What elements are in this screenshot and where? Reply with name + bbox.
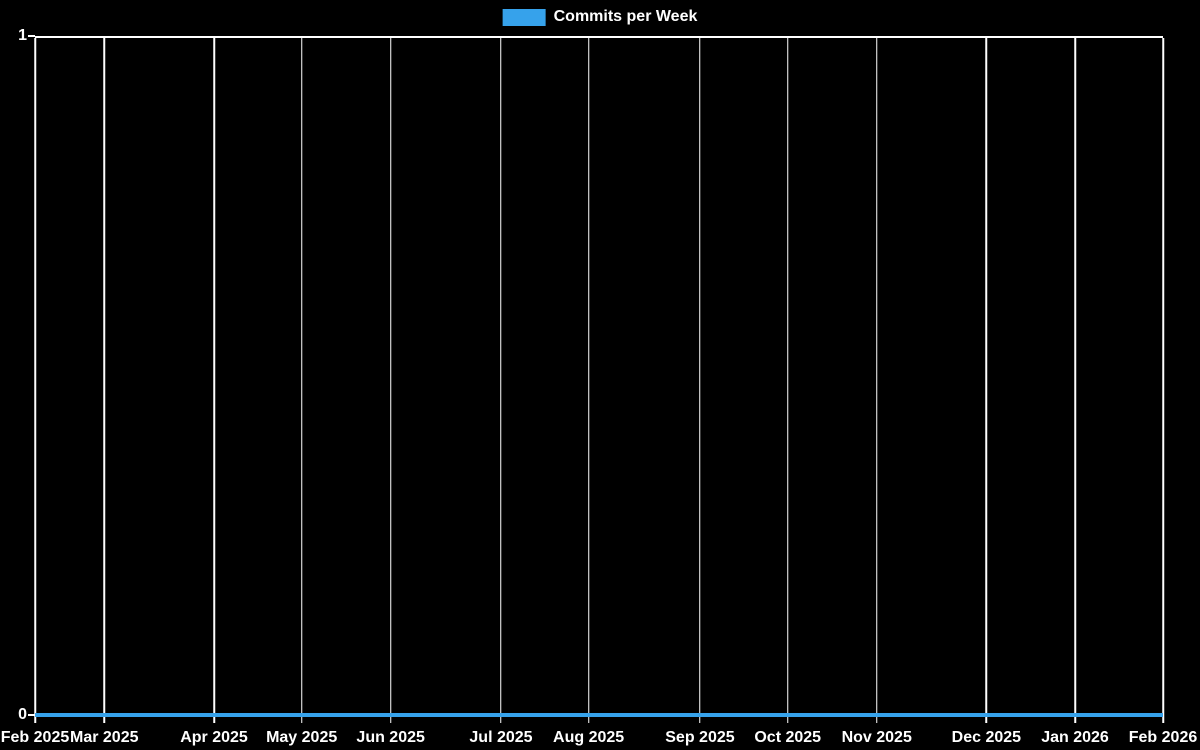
gridline bbox=[985, 38, 988, 723]
y-axis-tick-label-min: 0 bbox=[18, 706, 27, 723]
gridline bbox=[1074, 38, 1076, 723]
gridline bbox=[103, 38, 105, 723]
x-axis-tick-label: Sep 2025 bbox=[665, 729, 735, 746]
gridline bbox=[34, 38, 36, 723]
y-axis-tick-mark bbox=[28, 714, 35, 716]
x-axis-tick-label: Feb 2026 bbox=[1128, 729, 1198, 746]
x-axis-tick-label: Jan 2026 bbox=[1041, 729, 1109, 746]
gridline bbox=[587, 38, 590, 723]
x-axis-tick-label: Apr 2025 bbox=[180, 729, 248, 746]
legend-swatch-icon bbox=[502, 8, 546, 26]
x-axis-tick-label: Dec 2025 bbox=[951, 729, 1022, 746]
x-axis-tick-label: Nov 2025 bbox=[841, 729, 912, 746]
gridline bbox=[786, 38, 789, 723]
x-axis-tick-label: Aug 2025 bbox=[553, 729, 625, 746]
y-axis-tick-mark bbox=[28, 35, 35, 37]
x-axis-tick-label: May 2025 bbox=[266, 729, 338, 746]
gridline bbox=[699, 38, 701, 723]
x-axis-tick-label: Mar 2025 bbox=[70, 729, 139, 746]
x-axis-tick-label: Oct 2025 bbox=[754, 729, 822, 746]
chart-legend-item[interactable]: Commits per Week bbox=[502, 8, 698, 26]
gridline bbox=[875, 38, 878, 723]
gridline bbox=[213, 38, 215, 723]
gridline bbox=[500, 38, 502, 723]
x-axis-tick-label: Feb 2025 bbox=[0, 729, 70, 746]
gridline bbox=[300, 38, 303, 723]
legend-label: Commits per Week bbox=[553, 8, 698, 25]
gridline bbox=[389, 38, 392, 723]
commits-series-line bbox=[35, 713, 1163, 717]
plot-area bbox=[34, 36, 1164, 723]
gridline bbox=[1162, 38, 1164, 723]
x-axis-tick-label: Jun 2025 bbox=[356, 729, 425, 746]
y-axis-tick-label-max: 1 bbox=[18, 27, 27, 44]
x-axis-tick-label: Jul 2025 bbox=[469, 729, 533, 746]
